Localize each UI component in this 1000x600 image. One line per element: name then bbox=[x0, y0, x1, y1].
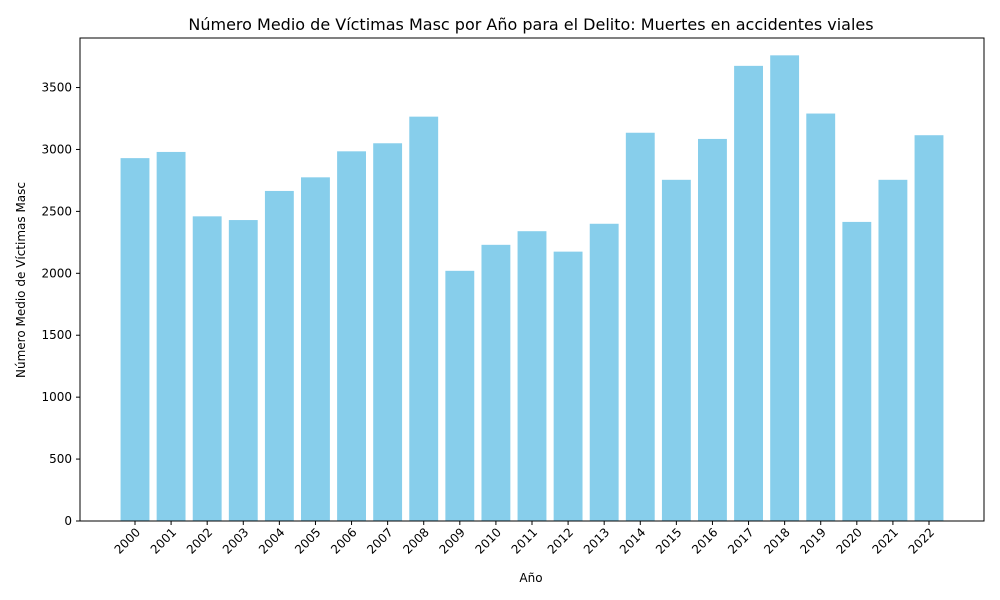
bar-2009 bbox=[445, 270, 475, 521]
chart-title: Número Medio de Víctimas Masc por Año pa… bbox=[188, 15, 873, 34]
x-tick-label: 2014 bbox=[617, 525, 648, 556]
bar-2007 bbox=[373, 143, 403, 521]
y-axis: 0 500 1000 1500 2000 2500 3000 3500 bbox=[41, 81, 80, 528]
x-tick-label: 2012 bbox=[545, 525, 576, 556]
bar-2003 bbox=[228, 220, 258, 522]
bar-2001 bbox=[156, 151, 186, 521]
x-axis: 2000 2001 2002 2003 2004 2005 2006 2007 2008 2009… bbox=[112, 521, 937, 557]
bars-group bbox=[120, 55, 944, 522]
bar-2016 bbox=[698, 138, 727, 521]
bar-2015 bbox=[661, 179, 691, 522]
x-tick-label: 2016 bbox=[689, 525, 720, 556]
x-tick-label: 2021 bbox=[870, 525, 901, 556]
bar-2017 bbox=[734, 65, 763, 521]
bar-2022 bbox=[914, 135, 944, 521]
x-tick-label: 2019 bbox=[797, 525, 828, 556]
x-tick-label: 2006 bbox=[328, 525, 359, 556]
bar-2011 bbox=[517, 231, 547, 521]
x-tick-label: 2003 bbox=[220, 525, 251, 556]
x-tick-label: 2011 bbox=[509, 525, 540, 556]
x-tick-label: 2022 bbox=[906, 525, 937, 556]
x-tick-label: 2004 bbox=[256, 525, 287, 556]
y-tick-label: 3000 bbox=[41, 142, 72, 156]
y-tick-label: 500 bbox=[49, 452, 72, 466]
x-tick-label: 2005 bbox=[292, 525, 323, 556]
x-tick-label: 2001 bbox=[148, 525, 179, 556]
bar-2021 bbox=[878, 179, 908, 522]
bar-2019 bbox=[806, 113, 836, 522]
bar-2012 bbox=[553, 251, 583, 521]
bar-2004 bbox=[264, 190, 294, 521]
y-tick-label: 2500 bbox=[41, 204, 72, 218]
bar-2018 bbox=[770, 55, 800, 521]
bar-2006 bbox=[337, 151, 366, 522]
x-tick-label: 2017 bbox=[725, 525, 756, 556]
bar-2000 bbox=[120, 158, 150, 521]
y-axis-label: Número Medio de Víctimas Masc bbox=[14, 182, 28, 378]
y-tick-label: 1000 bbox=[41, 390, 72, 404]
bar-2013 bbox=[589, 223, 619, 521]
x-tick-label: 2010 bbox=[473, 525, 504, 556]
x-tick-label: 2013 bbox=[581, 525, 612, 556]
y-tick-label: 0 bbox=[64, 514, 72, 528]
x-tick-label: 2007 bbox=[364, 525, 395, 556]
x-tick-label: 2002 bbox=[184, 525, 215, 556]
y-tick-label: 3500 bbox=[41, 81, 72, 95]
y-tick-label: 2000 bbox=[41, 266, 72, 280]
y-tick-label: 1500 bbox=[41, 328, 72, 342]
x-axis-label: Año bbox=[519, 571, 542, 585]
x-tick-label: 2000 bbox=[112, 525, 143, 556]
x-tick-label: 2020 bbox=[833, 525, 864, 556]
bar-2002 bbox=[192, 216, 222, 522]
bar-2014 bbox=[625, 132, 655, 521]
bar-2020 bbox=[842, 221, 872, 521]
plot-frame bbox=[79, 37, 985, 522]
x-tick-label: 2008 bbox=[400, 525, 431, 556]
bar-2010 bbox=[481, 244, 511, 522]
x-tick-label: 2015 bbox=[653, 525, 684, 556]
x-tick-label: 2009 bbox=[436, 525, 467, 556]
bar-2005 bbox=[301, 177, 330, 522]
x-tick-label: 2018 bbox=[761, 525, 792, 556]
bar-2008 bbox=[409, 116, 439, 522]
